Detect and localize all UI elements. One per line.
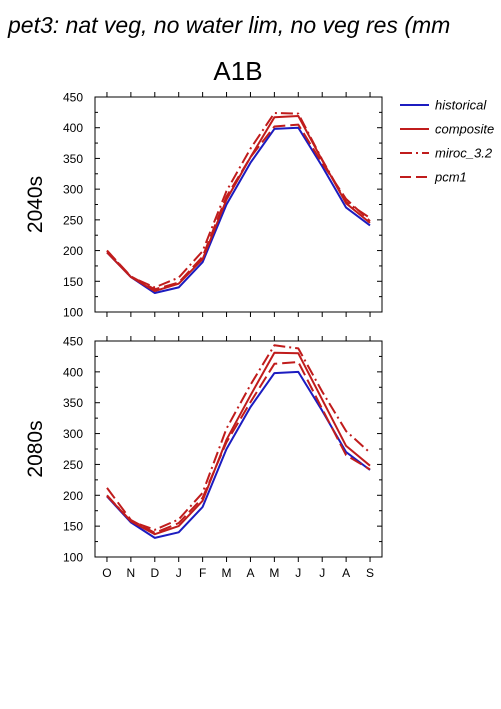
y-tick-label: 300 [63,183,83,197]
legend-label: historical [435,98,487,113]
legend: historical composite miroc_3.2 pcm1 [400,98,494,185]
series-line-pcm1 [106,361,371,534]
x-tick-label: J [319,566,325,580]
y-tick-label: 200 [63,244,83,258]
y-tick-label: 350 [63,396,83,410]
y-tick-label: 400 [63,121,83,135]
x-tick-label: D [150,566,159,580]
x-tick-label: O [102,566,111,580]
y-tick-label: 100 [63,306,83,320]
series-line-composite [106,351,371,536]
figure-title: pet3: nat veg, no water lim, no veg res … [7,12,450,38]
y-tick-label: 150 [63,520,83,534]
y-tick-label: 150 [63,275,83,289]
panel-2040s: 100 150 200 250 300 350 400 450 2040s [24,91,383,320]
series-line-composite [106,115,371,293]
x-tick-label: A [342,566,350,580]
x-tick-label: F [199,566,206,580]
series-line-miroc-3-2 [106,112,371,289]
panel-label: 2040s [24,176,47,233]
series-line-miroc-3-2 [106,344,371,531]
y-tick-label: 100 [63,551,83,565]
series-line-pcm1 [106,123,371,291]
y-tick-label: 300 [63,427,83,441]
scenario-title: A1B [213,56,262,86]
x-tick-label: J [295,566,301,580]
y-tick-label: 400 [63,365,83,379]
x-tick-label: S [366,566,374,580]
legend-label: pcm1 [434,170,467,185]
legend-label: miroc_3.2 [435,146,493,161]
series-line-historical [106,126,371,294]
y-tick-label: 450 [63,335,83,349]
y-tick-label: 250 [63,458,83,472]
x-tick-label: A [246,566,254,580]
x-tick-label: M [269,566,279,580]
y-tick-label: 450 [63,91,83,105]
y-tick-label: 250 [63,213,83,227]
y-tick-label: 350 [63,152,83,166]
y-tick-label: 200 [63,489,83,503]
x-tick-label: J [176,566,182,580]
legend-label: composite [435,122,494,137]
panel-label: 2080s [24,420,47,477]
x-tick-label: N [127,566,136,580]
series-line-historical [106,370,371,539]
x-tick-label: M [222,566,232,580]
